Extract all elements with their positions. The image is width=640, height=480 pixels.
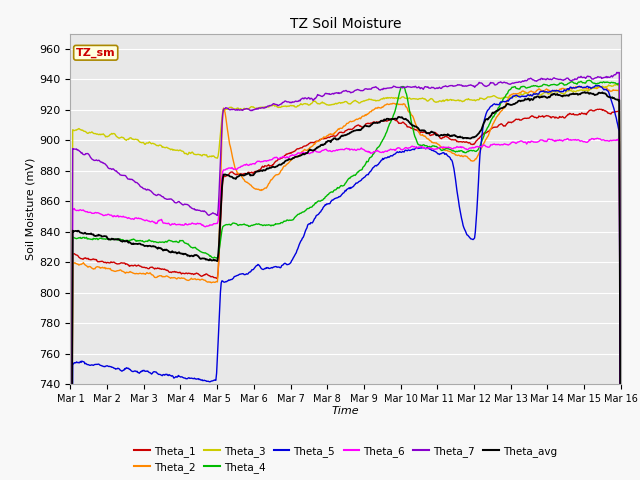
Line: Theta_1: Theta_1 — [70, 109, 621, 480]
Theta_1 — [189, 271, 196, 277]
Theta_4 — [218, 227, 226, 233]
Theta_3 — [189, 150, 196, 156]
Theta_1 — [429, 132, 436, 138]
Theta_6 — [429, 146, 436, 152]
Theta_6 — [593, 135, 601, 141]
Theta_3 — [616, 82, 623, 87]
Line: Theta_5: Theta_5 — [70, 85, 621, 480]
Theta_avg — [429, 130, 436, 135]
Theta_1 — [133, 263, 141, 269]
Theta_6 — [77, 207, 84, 213]
Text: TZ_sm: TZ_sm — [76, 48, 116, 58]
Theta_5 — [413, 144, 420, 150]
Theta_7 — [613, 70, 621, 75]
Theta_avg — [218, 184, 226, 190]
Theta_5 — [592, 83, 600, 88]
Theta_avg — [413, 124, 420, 130]
Theta_7 — [133, 180, 141, 186]
Theta_2 — [218, 129, 226, 135]
Theta_3 — [413, 96, 420, 102]
Theta_5 — [218, 278, 226, 284]
Theta_5 — [429, 147, 436, 153]
Theta_7 — [413, 85, 420, 91]
Theta_6 — [133, 216, 141, 221]
Line: Theta_4: Theta_4 — [70, 80, 621, 480]
Line: Theta_6: Theta_6 — [70, 138, 621, 480]
X-axis label: Time: Time — [332, 407, 360, 417]
Theta_avg — [77, 230, 84, 236]
Line: Theta_3: Theta_3 — [70, 84, 621, 480]
Theta_1 — [218, 190, 226, 195]
Theta_4 — [413, 137, 420, 143]
Theta_3 — [429, 96, 436, 102]
Theta_7 — [77, 149, 84, 155]
Theta_2 — [133, 271, 141, 276]
Theta_2 — [189, 276, 196, 282]
Theta_4 — [429, 143, 436, 149]
Theta_2 — [413, 123, 420, 129]
Theta_3 — [218, 115, 226, 120]
Theta_6 — [413, 145, 420, 151]
Theta_5 — [189, 376, 196, 382]
Theta_6 — [218, 174, 226, 180]
Theta_2 — [575, 84, 583, 89]
Title: TZ Soil Moisture: TZ Soil Moisture — [290, 17, 401, 31]
Theta_4 — [77, 235, 84, 240]
Theta_3 — [133, 137, 141, 143]
Legend: Theta_1, Theta_2, Theta_3, Theta_4, Theta_5, Theta_6, Theta_7, Theta_avg: Theta_1, Theta_2, Theta_3, Theta_4, Thet… — [130, 442, 561, 477]
Theta_7 — [189, 206, 196, 212]
Line: Theta_avg: Theta_avg — [70, 92, 621, 480]
Theta_7 — [218, 123, 226, 129]
Line: Theta_2: Theta_2 — [70, 86, 621, 480]
Theta_1 — [596, 107, 604, 112]
Y-axis label: Soil Moisture (mV): Soil Moisture (mV) — [25, 157, 35, 260]
Theta_1 — [413, 127, 420, 133]
Theta_4 — [133, 238, 141, 243]
Theta_4 — [586, 77, 593, 83]
Theta_2 — [77, 262, 84, 267]
Theta_avg — [581, 89, 589, 95]
Theta_4 — [189, 245, 196, 251]
Theta_avg — [189, 253, 196, 259]
Line: Theta_7: Theta_7 — [70, 72, 621, 480]
Theta_5 — [77, 359, 84, 364]
Theta_avg — [133, 241, 141, 247]
Theta_3 — [77, 127, 84, 132]
Theta_1 — [77, 255, 84, 261]
Theta_6 — [189, 220, 196, 226]
Theta_2 — [429, 140, 436, 145]
Theta_5 — [133, 368, 141, 374]
Theta_7 — [429, 85, 436, 91]
